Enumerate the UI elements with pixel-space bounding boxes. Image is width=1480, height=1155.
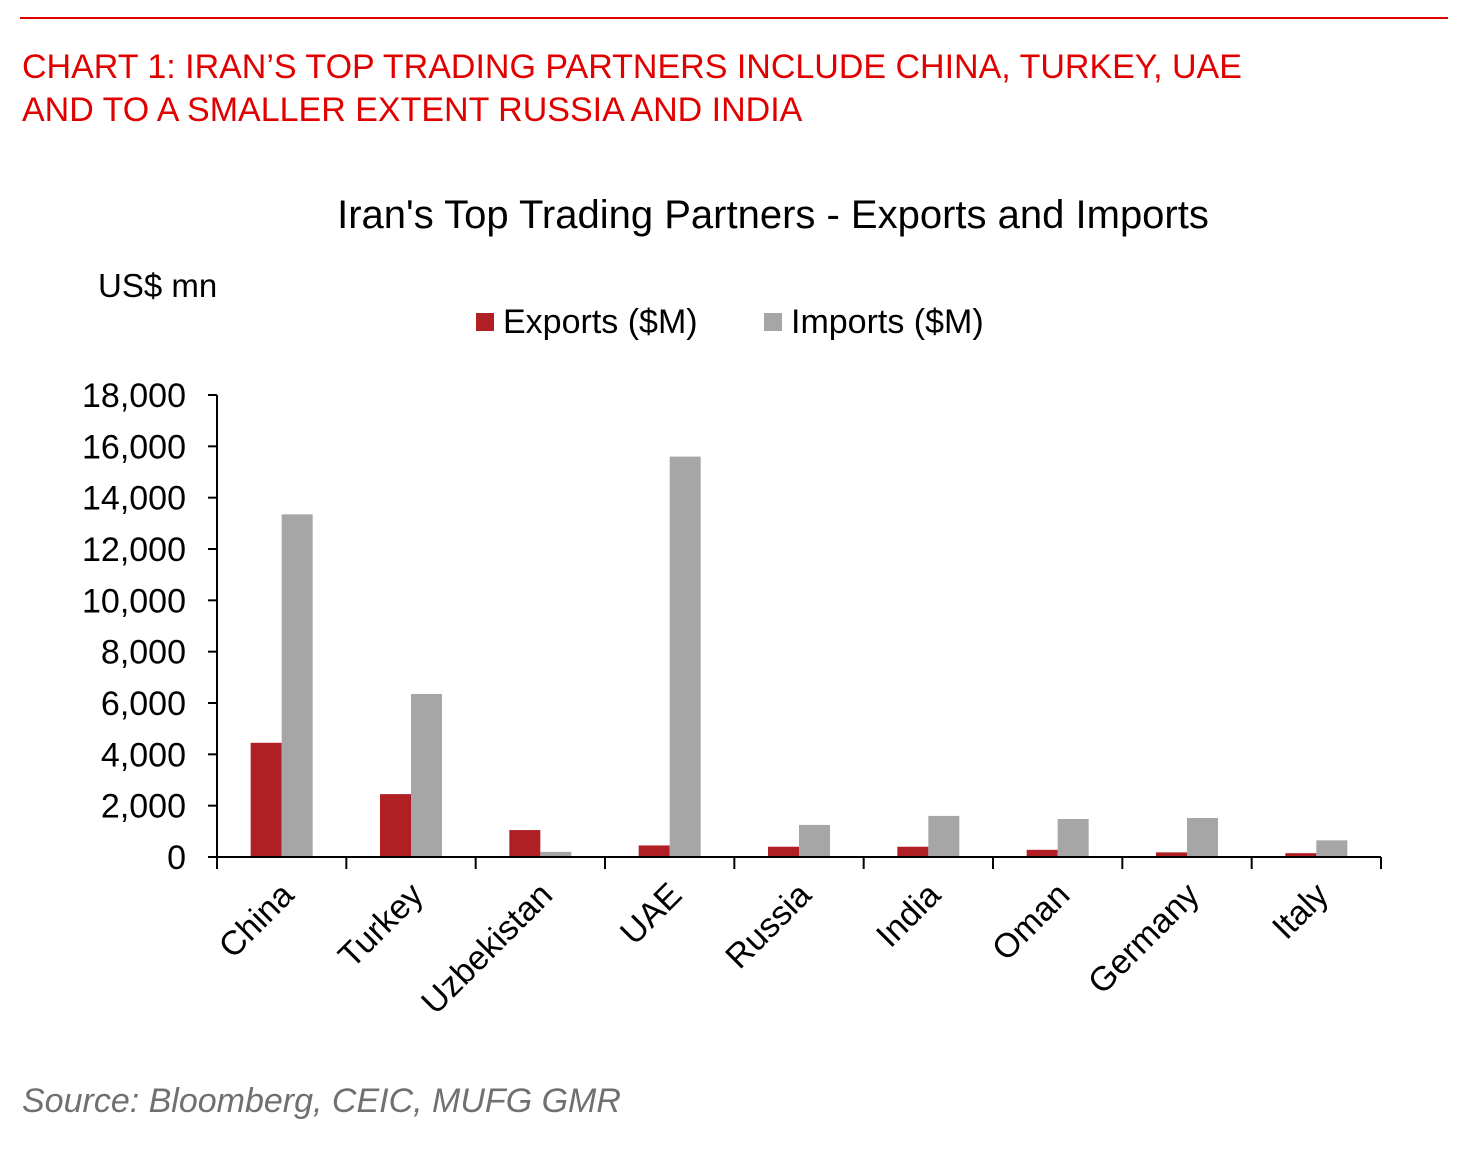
chart-heading-line-2: AND TO A SMALLER EXTENT RUSSIA AND INDIA — [22, 91, 803, 129]
bar-exports-m-oman — [1026, 849, 1058, 857]
y-tick-label: 16,000 — [82, 428, 186, 466]
legend-swatch-exports-m — [476, 313, 494, 331]
source-note: Source: Bloomberg, CEIC, MUFG GMR — [22, 1082, 621, 1120]
y-tick-label: 14,000 — [82, 480, 186, 518]
y-tick-label: 0 — [167, 839, 186, 877]
bar-exports-m-uae — [638, 845, 670, 857]
chart-title: Iran's Top Trading Partners - Exports an… — [337, 193, 1209, 237]
x-tick-label-uae: UAE — [613, 876, 689, 952]
y-tick-label: 2,000 — [101, 788, 186, 826]
bar-exports-m-russia — [768, 846, 799, 857]
bar-imports-m-oman — [1057, 819, 1089, 857]
bar-imports-m-uzbekistan — [540, 851, 572, 857]
bar-imports-m-russia — [799, 824, 830, 857]
y-tick-label: 8,000 — [101, 634, 186, 672]
legend-swatch-imports-m — [764, 313, 782, 331]
x-tick-label-italy: Italy — [1265, 876, 1336, 947]
chart-heading: CHART 1: IRAN’S TOP TRADING PARTNERS INC… — [22, 46, 1442, 132]
chart-legend: Exports ($M) Imports ($M) — [476, 303, 984, 341]
bar-exports-m-uzbekistan — [509, 830, 541, 857]
bar-imports-m-china — [281, 514, 313, 857]
bar-imports-m-india — [928, 815, 960, 857]
x-tick-label-turkey: Turkey — [331, 876, 430, 975]
y-axis: 0 2,000 4,000 6,000 8,000 10,000 12,000 14,000 1… — [82, 377, 218, 877]
bar-exports-m-italy — [1285, 853, 1317, 857]
x-tick-label-germany: Germany — [1081, 876, 1207, 1002]
bar-imports-m-italy — [1316, 840, 1348, 857]
x-tick-label-oman: Oman — [985, 876, 1077, 968]
chart-heading-line-1: CHART 1: IRAN’S TOP TRADING PARTNERS INC… — [22, 48, 1242, 86]
bars — [250, 456, 1348, 857]
x-tick-label-russia: Russia — [718, 876, 818, 976]
y-tick-label: 12,000 — [82, 531, 186, 569]
x-tick-label-china: China — [212, 876, 302, 966]
y-tick-label: 4,000 — [101, 736, 186, 774]
bar-exports-m-china — [250, 742, 282, 857]
bar-exports-m-turkey — [380, 794, 411, 857]
bar-imports-m-germany — [1187, 817, 1218, 857]
x-tick-label-uzbekistan: Uzbekistan — [414, 876, 560, 1022]
legend-label-imports-m: Imports ($M) — [791, 303, 984, 341]
bar-imports-m-turkey — [411, 694, 442, 857]
y-axis-label: US$ mn — [98, 267, 217, 304]
y-tick-label: 18,000 — [82, 377, 186, 415]
bar-exports-m-germany — [1156, 852, 1187, 857]
bar-imports-m-uae — [669, 456, 701, 857]
legend-label-exports-m: Exports ($M) — [503, 303, 698, 341]
y-tick-label: 10,000 — [82, 582, 186, 620]
x-tick-label-india: India — [869, 876, 948, 955]
trade-bar-chart: Iran's Top Trading Partners - Exports an… — [82, 193, 1382, 1022]
top-rule — [20, 17, 1448, 19]
bar-exports-m-india — [897, 846, 929, 857]
y-tick-label: 6,000 — [101, 685, 186, 723]
